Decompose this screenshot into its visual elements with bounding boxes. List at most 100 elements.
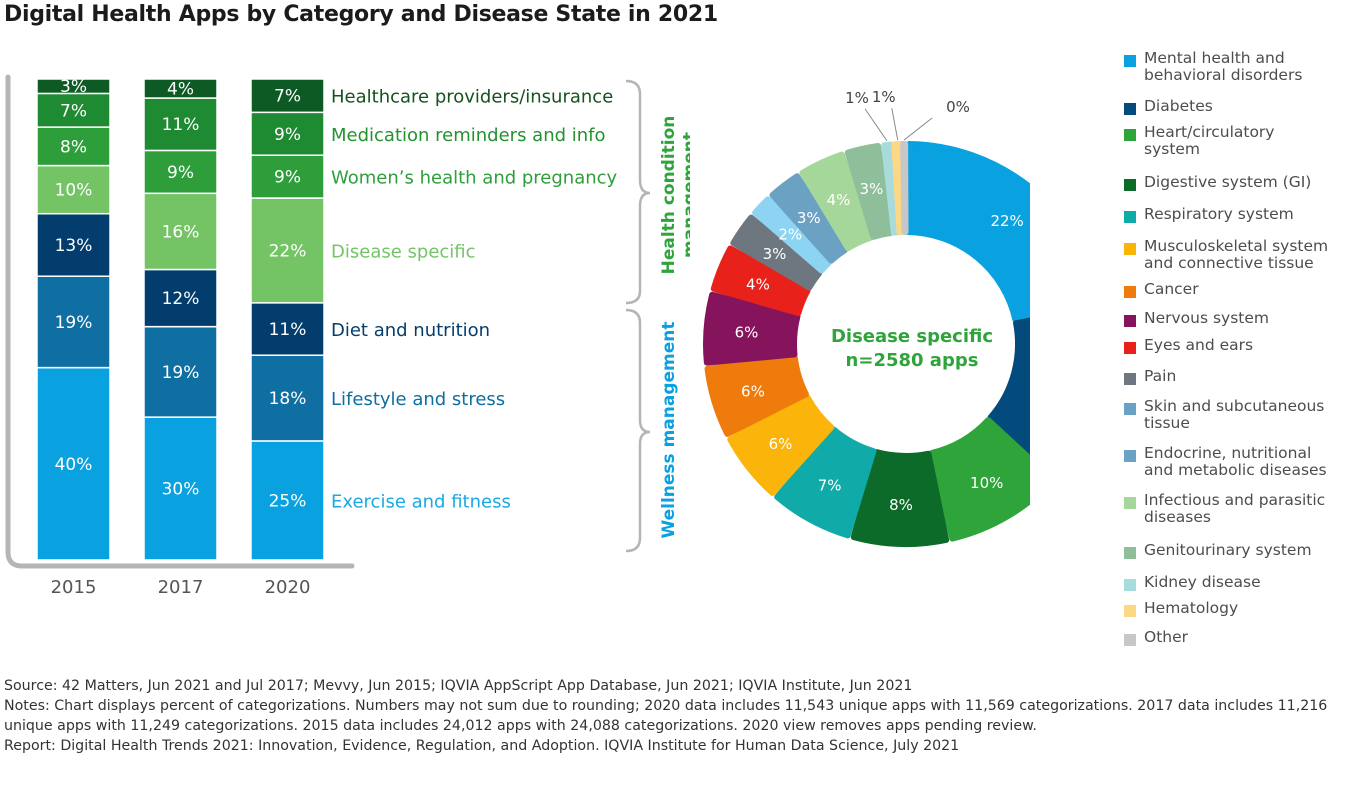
bar-value-label: 30%: [162, 480, 200, 500]
series-label: Exercise and fitness: [331, 491, 511, 512]
donut-slice: [727, 394, 835, 496]
group-label-wellness: Wellness management: [659, 321, 679, 538]
bar-value-label: 9%: [274, 168, 301, 188]
donut-center-label: n=2580 apps: [846, 350, 979, 371]
series-label: Lifestyle and stress: [331, 389, 505, 410]
bar-segment: [143, 416, 218, 561]
bar-segment: [36, 126, 111, 167]
legend-label: Kidney disease: [1144, 573, 1261, 591]
legend-swatch: [1124, 634, 1136, 646]
bar-value-label: 11%: [269, 320, 307, 340]
donut-slice-label: 8%: [889, 496, 913, 514]
donut-slice: [844, 142, 894, 240]
donut-slice-label: 3%: [797, 209, 821, 227]
legend-swatch: [1124, 373, 1136, 385]
legend-label: Hematology: [1144, 599, 1239, 617]
leader-line: [891, 108, 899, 141]
bar-segment: [36, 366, 111, 561]
axis-frame: [5, 74, 355, 569]
legend-swatch: [1124, 605, 1136, 617]
chart-title: Digital Health Apps by Category and Dise…: [4, 2, 718, 27]
stacked-bar-chart: 40% 19% 13% 10% 8% 7% 3% 2015 30% 19% 12% 16% 9% 11% 4…: [5, 74, 690, 598]
bar-value-label: 4%: [167, 80, 194, 100]
legend-label: Musculoskeletal system and connective ti…: [1144, 237, 1329, 272]
legend-label: Skin and subcutaneous tissue: [1144, 397, 1325, 432]
donut-slice-label: 3%: [860, 180, 884, 198]
bar-segment: [250, 197, 325, 304]
donut-slice: [987, 317, 1030, 456]
donut-slice-label: 4%: [827, 191, 851, 209]
bar-segment: [250, 302, 325, 356]
report-note: Report: Digital Health Trends 2021: Inno…: [4, 738, 960, 754]
donut-slice: [730, 214, 823, 291]
legend-label: Respiratory system: [1144, 205, 1294, 223]
bar-value-label: 12%: [162, 289, 200, 309]
bracket-wellness: [625, 308, 651, 553]
donut-slice-label: 2%: [778, 226, 802, 244]
bar-value-label: 3%: [60, 77, 87, 97]
source-note: Source: 42 Matters, Jun 2021 and Jul 201…: [4, 678, 913, 694]
legend-label: Pain: [1144, 367, 1177, 385]
bar-value-label: 22%: [269, 241, 307, 261]
bar-segment: [250, 154, 325, 199]
bar-segment: [143, 325, 218, 418]
donut-slice-label: 22%: [990, 212, 1023, 230]
legend-swatch: [1124, 103, 1136, 115]
bar-value-label: 10%: [55, 181, 93, 201]
bar-segment: [36, 92, 111, 128]
legend-label: Nervous system: [1144, 309, 1270, 327]
bar-segment: [36, 275, 111, 369]
legend-swatch: [1124, 547, 1136, 559]
donut-slice: [850, 449, 950, 547]
legend-label: Genitourinary system: [1144, 541, 1312, 559]
donut-slice: [928, 417, 1030, 542]
bar-segment: [143, 97, 218, 152]
donut-slice-label: 10%: [970, 474, 1003, 492]
donut-slice: [710, 245, 811, 317]
legend-swatch: [1124, 55, 1136, 67]
legend-label: Infectious and parasitic diseases: [1144, 491, 1326, 526]
bar-segment: [250, 111, 325, 156]
bar-value-label: 19%: [162, 363, 200, 383]
donut-center-label: Disease specific: [831, 326, 993, 347]
donut-outside-label: 0%: [946, 98, 970, 116]
donut-slice: [904, 141, 1030, 323]
bar-segment: [36, 164, 111, 215]
bar-value-label: 16%: [162, 222, 200, 242]
legend-label: Diabetes: [1144, 97, 1213, 115]
donut-slice-label: 4%: [746, 275, 770, 293]
donut-slice: [900, 141, 909, 236]
donut-slice-label: 6%: [735, 324, 759, 342]
legend-swatch: [1124, 243, 1136, 255]
legend-label: Cancer: [1144, 280, 1199, 298]
legend-swatch: [1124, 179, 1136, 191]
bracket-health-condition: [625, 79, 651, 305]
notes-text: Notes: Chart displays percent of categor…: [4, 698, 1328, 734]
bar-value-label: 18%: [269, 389, 307, 409]
legend-label: Eyes and ears: [1144, 336, 1254, 354]
x-tick-label: 2020: [265, 577, 311, 598]
leader-line: [903, 117, 933, 141]
series-label: Diet and nutrition: [331, 320, 490, 341]
legend-swatch: [1124, 497, 1136, 509]
group-label-health-condition: Health conditionmanagement: [659, 116, 690, 275]
bar-value-label: 25%: [269, 491, 307, 511]
bar-segment: [36, 78, 111, 95]
donut-slice: [752, 196, 832, 274]
legend-swatch: [1124, 286, 1136, 298]
bar-segment: [143, 149, 218, 195]
bar-value-label: 9%: [167, 163, 194, 183]
donut-slice: [703, 291, 801, 366]
bar-segment: [250, 78, 325, 114]
donut-slice-label: 6%: [769, 435, 793, 453]
legend-swatch: [1124, 403, 1136, 415]
bar-segment: [250, 440, 325, 561]
bar-value-label: 8%: [60, 137, 87, 157]
legend-swatch: [1124, 129, 1136, 141]
bar-segment: [143, 78, 218, 99]
bar-value-label: 11%: [162, 115, 200, 135]
legend-swatch: [1124, 579, 1136, 591]
legend-swatch: [1124, 211, 1136, 223]
donut-slice-label: 7%: [818, 477, 842, 495]
legend-label: Digestive system (GI): [1144, 173, 1312, 191]
